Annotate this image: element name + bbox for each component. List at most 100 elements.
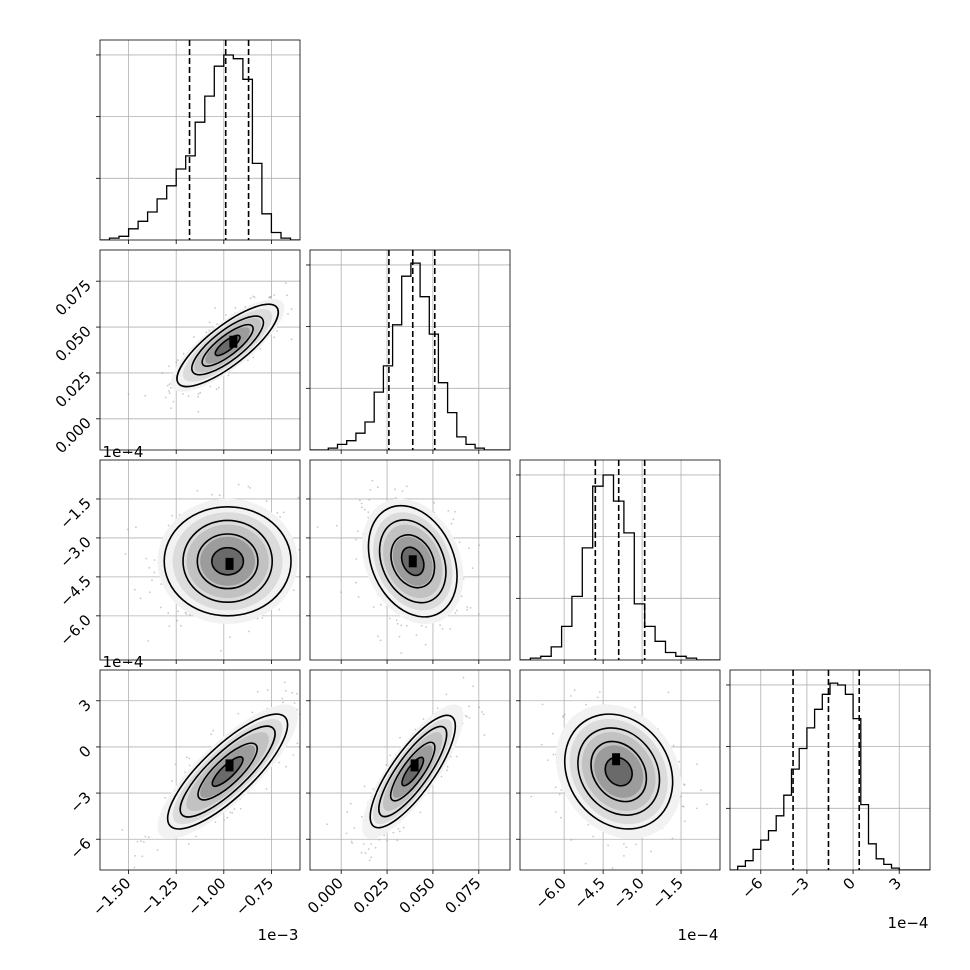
sample-point <box>551 732 554 735</box>
sample-point <box>282 701 284 704</box>
sample-point <box>208 321 211 324</box>
contour-line-2 <box>182 519 274 603</box>
sample-point <box>419 811 422 814</box>
sample-point <box>481 711 483 713</box>
sample-point <box>210 733 213 736</box>
sample-point <box>211 493 214 496</box>
sample-point <box>364 852 367 855</box>
sample-point <box>144 394 147 397</box>
contour-line-3 <box>166 713 289 830</box>
sample-point <box>562 715 564 717</box>
panel-content <box>100 460 339 689</box>
sample-point <box>252 356 255 359</box>
sample-point <box>268 296 271 299</box>
y-tick-label: 0.050 <box>52 322 95 365</box>
sample-point <box>252 295 255 298</box>
y-offset-label: 1e−4 <box>103 653 144 671</box>
sample-point <box>560 789 563 791</box>
sample-point <box>379 639 382 642</box>
y-tick-label: −3 <box>66 788 94 816</box>
sample-point <box>340 591 342 593</box>
sample-point <box>682 783 685 785</box>
sample-point <box>611 867 614 869</box>
sample-point <box>331 697 333 699</box>
sample-point <box>256 690 259 693</box>
x-tick-label: 0.075 <box>442 874 485 917</box>
sample-point <box>142 841 145 843</box>
sample-point <box>185 613 188 615</box>
sample-point <box>357 596 360 598</box>
contour-line-0 <box>604 756 633 787</box>
sample-point <box>383 834 386 837</box>
panel-frame <box>309 249 511 451</box>
sample-point <box>133 866 136 869</box>
panel-content <box>520 670 720 870</box>
sample-point <box>371 479 374 482</box>
histogram-panel-1 <box>306 249 511 451</box>
sample-point <box>396 622 399 625</box>
sample-point <box>454 510 456 513</box>
sample-point <box>478 706 480 709</box>
sample-point <box>316 526 319 528</box>
sample-point <box>400 624 403 627</box>
sample-point <box>207 687 209 689</box>
histogram-panel-0 <box>96 39 301 241</box>
sample-point <box>237 712 240 715</box>
sample-point <box>355 558 358 560</box>
sample-point <box>310 613 312 615</box>
histogram-step-line <box>310 262 510 450</box>
sample-point <box>168 390 170 392</box>
y-tick-label: 3 <box>75 696 94 715</box>
sample-point <box>458 541 461 544</box>
panel-frame <box>99 459 301 661</box>
sample-point <box>296 708 298 711</box>
panel-frame <box>729 669 931 871</box>
sample-point <box>337 535 339 537</box>
sample-point <box>374 846 377 849</box>
sample-point <box>394 488 396 491</box>
contour-line-3 <box>163 505 292 617</box>
sample-point <box>394 497 397 499</box>
sample-point <box>700 789 703 792</box>
sample-point <box>187 843 190 845</box>
sample-point <box>171 514 173 517</box>
sample-point <box>671 837 674 840</box>
sample-point <box>540 743 543 746</box>
y-tick-label: −1.5 <box>56 494 94 532</box>
sample-point <box>147 640 150 642</box>
sample-point <box>124 553 127 555</box>
sample-point <box>151 579 153 582</box>
contour-line-3 <box>369 714 457 829</box>
sample-point <box>253 296 256 299</box>
sample-point <box>156 849 159 851</box>
sample-point <box>226 816 229 819</box>
contour-line-2 <box>191 315 265 376</box>
sample-point <box>363 508 366 511</box>
sample-point <box>281 697 284 700</box>
contour-line-3 <box>176 303 280 388</box>
sample-point <box>346 811 349 813</box>
sample-point <box>216 323 219 325</box>
sample-point <box>188 757 191 760</box>
sample-point <box>231 811 234 814</box>
sample-point <box>370 856 373 859</box>
sample-point <box>171 780 173 782</box>
sample-point <box>134 855 137 857</box>
sample-point <box>349 802 352 805</box>
x-tick-label: −3.0 <box>609 874 647 912</box>
sample-point <box>247 359 249 362</box>
sample-point <box>362 843 365 845</box>
sample-point <box>368 859 371 862</box>
sample-point <box>282 511 285 514</box>
x-tick-label: −0.75 <box>232 874 277 919</box>
sample-point <box>398 635 401 638</box>
sample-point <box>249 297 252 300</box>
sample-point <box>399 736 401 739</box>
sample-point <box>193 336 196 338</box>
sample-point <box>592 835 595 838</box>
sample-point <box>239 807 242 810</box>
sample-point <box>167 524 170 527</box>
sample-point <box>552 753 555 756</box>
sample-point <box>607 844 609 847</box>
sample-point <box>223 819 226 821</box>
